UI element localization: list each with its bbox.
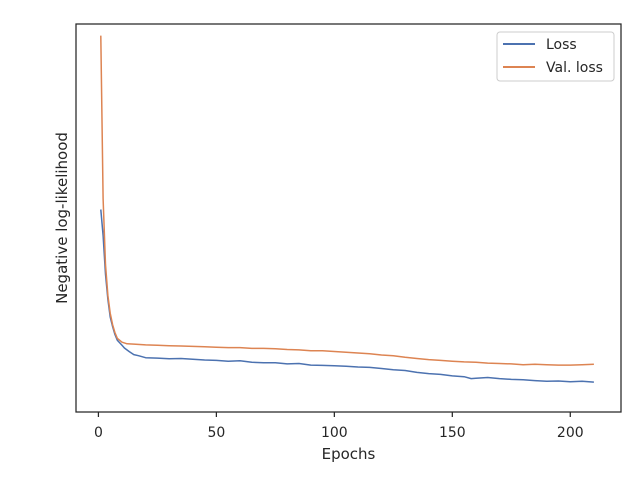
x-tick-label: 150 xyxy=(439,425,466,441)
x-tick-label: 200 xyxy=(557,425,584,441)
x-tick-label: 100 xyxy=(321,425,348,441)
x-axis-label: Epochs xyxy=(322,445,376,463)
x-tick-label: 50 xyxy=(207,425,225,441)
series-line-loss xyxy=(100,209,594,383)
x-tick-label: 0 xyxy=(94,425,103,441)
x-axis-ticks: 0 50 100 150 200 xyxy=(94,412,584,441)
series-line-val-loss xyxy=(100,35,594,366)
legend-label-loss: Loss xyxy=(546,37,577,53)
legend-label-val-loss: Val. loss xyxy=(546,60,603,76)
y-axis-label: Negative log-likelihood xyxy=(53,132,71,304)
series-layer xyxy=(100,35,594,383)
plot-frame xyxy=(75,23,622,413)
legend: Loss Val. loss xyxy=(496,31,615,82)
